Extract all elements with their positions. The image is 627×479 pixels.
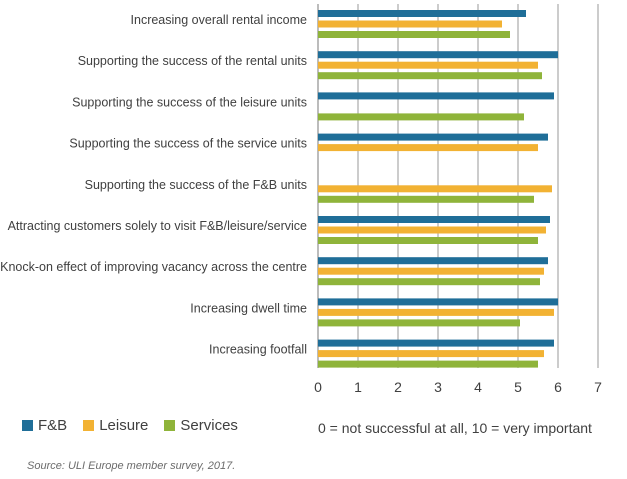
legend-label-services: Services bbox=[180, 417, 238, 434]
legend-swatch-services bbox=[164, 420, 176, 431]
category-label: Attracting customers solely to visit F&B… bbox=[8, 219, 307, 233]
category-label: Increasing overall rental income bbox=[131, 13, 308, 27]
x-tick-label: 4 bbox=[474, 379, 482, 395]
bar bbox=[318, 195, 534, 203]
category-label: Supporting the success of the service un… bbox=[69, 137, 307, 151]
bar bbox=[318, 360, 538, 368]
category-labels: Increasing overall rental income Supporti… bbox=[0, 13, 307, 357]
x-tick-label: 6 bbox=[554, 379, 562, 395]
bar bbox=[318, 278, 540, 286]
legend-label-leisure: Leisure bbox=[99, 417, 149, 434]
bar bbox=[318, 31, 510, 38]
bar bbox=[318, 216, 550, 223]
legend-item-fb: F&B bbox=[22, 417, 67, 434]
category-label: Supporting the success of the leisure un… bbox=[72, 95, 307, 109]
bar bbox=[318, 144, 538, 152]
legend-item-leisure: Leisure bbox=[83, 417, 148, 434]
x-tick-label: 3 bbox=[434, 379, 442, 395]
bar bbox=[318, 185, 552, 193]
source-note: Source: ULI Europe member survey, 2017. bbox=[27, 460, 236, 472]
category-label: Increasing footfall bbox=[209, 343, 307, 357]
category-label: Knock-on effect of improving vacancy acr… bbox=[0, 260, 307, 274]
bar bbox=[318, 308, 554, 316]
bar bbox=[318, 61, 538, 69]
bar bbox=[318, 51, 558, 59]
bar bbox=[318, 319, 520, 327]
bar bbox=[318, 267, 544, 275]
chart-plot: Increasing overall rental income Supporti… bbox=[0, 4, 602, 395]
x-tick-label: 5 bbox=[514, 379, 522, 395]
bar bbox=[318, 298, 558, 306]
category-label: Supporting the success of the rental uni… bbox=[78, 54, 307, 68]
bar bbox=[318, 72, 542, 80]
bar bbox=[318, 237, 538, 244]
bar bbox=[318, 226, 546, 234]
bar bbox=[318, 350, 544, 358]
x-tick-label: 0 bbox=[314, 379, 322, 395]
bars bbox=[318, 10, 558, 368]
bar bbox=[318, 92, 554, 100]
legend-swatch-fb bbox=[22, 420, 33, 431]
bar bbox=[318, 20, 502, 28]
category-label: Increasing dwell time bbox=[190, 301, 307, 315]
x-tick-labels: 0 1 2 3 4 5 6 7 bbox=[314, 379, 602, 395]
legend-swatch-leisure bbox=[83, 420, 95, 431]
x-tick-label: 1 bbox=[354, 379, 362, 395]
bar bbox=[318, 10, 526, 17]
bar bbox=[318, 133, 548, 141]
bar bbox=[318, 257, 548, 265]
legend-item-services: Services bbox=[164, 417, 238, 434]
legend-label-fb: F&B bbox=[38, 417, 68, 434]
category-label: Supporting the success of the F&B units bbox=[85, 178, 307, 192]
scale-note: 0 = not successful at all, 10 = very imp… bbox=[318, 420, 592, 436]
x-tick-label: 2 bbox=[394, 379, 402, 395]
legend: F&B Leisure Services bbox=[22, 417, 254, 434]
bar bbox=[318, 339, 554, 347]
bar bbox=[318, 113, 524, 121]
x-tick-label: 7 bbox=[594, 379, 602, 395]
